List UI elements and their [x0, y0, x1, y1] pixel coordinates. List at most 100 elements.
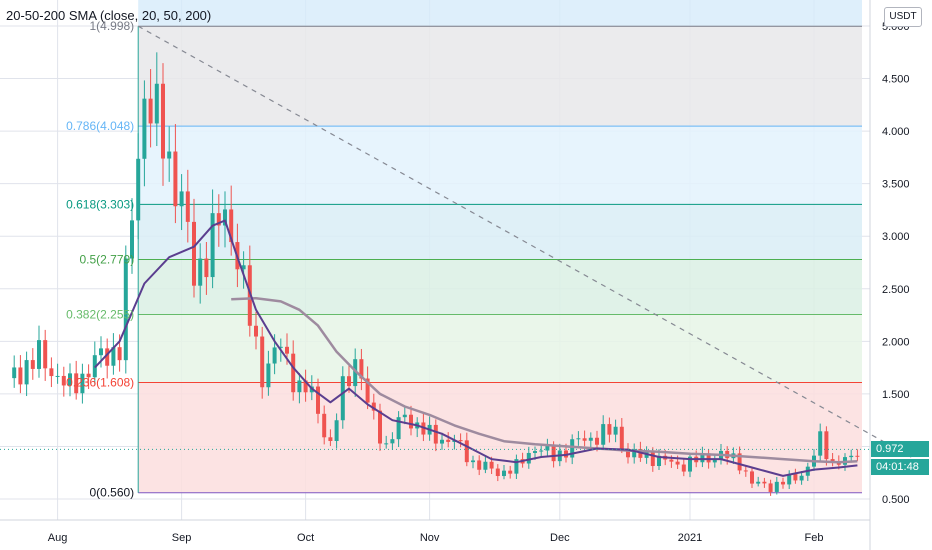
candle-body: [272, 347, 277, 364]
candle-body: [365, 378, 370, 403]
candle-body: [117, 347, 122, 361]
candle-body: [43, 340, 48, 369]
sma50-line: [231, 296, 858, 464]
candle-body: [849, 455, 854, 458]
candle-body: [818, 431, 823, 456]
candle-body: [551, 445, 556, 462]
fib-level-label: 0.5(2.779): [79, 252, 134, 266]
candle-body: [105, 348, 110, 366]
y-tick-label: 3.000: [882, 231, 910, 243]
fibonacci-retracement[interactable]: [137, 0, 862, 494]
fib-level-label: 0.236(1.608): [66, 376, 134, 390]
candle-body: [173, 151, 178, 207]
candle-body: [626, 448, 630, 458]
candle-body: [123, 258, 128, 361]
candle-body: [185, 191, 190, 222]
candle-body: [824, 431, 829, 460]
candle-body: [514, 459, 519, 474]
candle-body: [322, 413, 327, 438]
y-tick-label: 2.000: [882, 336, 910, 348]
candle-body: [526, 452, 531, 464]
candle-body: [55, 375, 60, 377]
candle-body: [495, 468, 500, 477]
last-price-label: 0.972: [871, 441, 929, 457]
fib-band: [138, 259, 862, 315]
candle-body: [570, 439, 575, 458]
candle-body: [756, 481, 761, 484]
candle-body: [409, 414, 413, 429]
candle-body: [198, 258, 203, 286]
candle-body: [712, 459, 717, 463]
fib-level-label: 0(0.560): [89, 486, 134, 500]
candle-body: [210, 213, 215, 278]
candle-body: [464, 440, 469, 463]
candle-body: [762, 481, 767, 484]
study-title[interactable]: 20-50-200 SMA (close, 20, 50, 200): [6, 8, 212, 23]
candle-body: [657, 455, 661, 467]
candle-body: [706, 453, 711, 463]
x-tick-label: Sep: [172, 532, 192, 544]
candle-body: [471, 460, 475, 463]
candle-body: [80, 373, 85, 394]
y-tick-label: 2.500: [882, 284, 910, 296]
candle-body: [278, 346, 283, 348]
candle-body: [68, 373, 72, 386]
candle-body: [297, 380, 302, 393]
candle-body: [136, 158, 141, 221]
candle-body: [148, 98, 153, 124]
candle-body: [632, 448, 637, 458]
fib-level-label: 0.382(2.255): [66, 308, 134, 322]
candle-body: [24, 360, 29, 385]
candle-body: [619, 426, 624, 449]
candle-body: [433, 424, 438, 444]
candle-body: [539, 450, 544, 452]
candle-body: [247, 265, 252, 326]
candle-body: [508, 470, 513, 474]
candle-body: [675, 461, 680, 465]
fib-band: [138, 204, 862, 260]
candle-body: [601, 424, 606, 445]
fib-level-label: 0.618(3.303): [66, 197, 134, 211]
candle-body: [402, 414, 407, 418]
candle-body: [204, 258, 209, 278]
candle-body: [266, 363, 271, 388]
y-tick-label: 1.500: [882, 389, 910, 401]
candle-body: [768, 483, 773, 492]
fib-band: [138, 126, 862, 205]
candle-body: [74, 373, 79, 394]
candle-body: [347, 376, 351, 387]
candle-body: [316, 386, 320, 414]
candle-body: [61, 375, 66, 386]
candle-body: [353, 359, 358, 387]
candle-body: [30, 360, 35, 369]
sma20-line: [94, 219, 858, 477]
candle-body: [179, 191, 184, 207]
x-tick-label: Feb: [805, 532, 824, 544]
candle-body: [669, 459, 674, 462]
candle-body: [545, 445, 550, 451]
countdown-label: 04:01:48: [871, 459, 929, 475]
candle-body: [390, 439, 395, 444]
candle-body: [111, 347, 116, 366]
candle-body: [607, 424, 612, 435]
candle-body: [595, 437, 599, 445]
candle-body: [576, 438, 581, 440]
candle-body: [793, 474, 798, 481]
candle-body: [49, 368, 54, 377]
candle-body: [582, 438, 587, 441]
candle-body: [216, 213, 221, 226]
candle-body: [371, 402, 376, 411]
y-tick-label: 4.500: [882, 74, 910, 86]
candle-body: [167, 151, 172, 159]
candle-body: [161, 83, 165, 159]
fib-band-extension: [138, 0, 862, 27]
candle-body: [799, 475, 804, 481]
fib-level-label: 1(4.998): [89, 19, 134, 33]
unit-badge[interactable]: USDT: [884, 7, 922, 27]
candle-body: [688, 456, 692, 472]
candle-body: [260, 336, 265, 388]
candle-body: [588, 437, 593, 441]
candle-body: [303, 380, 308, 393]
candle-body: [291, 353, 296, 393]
